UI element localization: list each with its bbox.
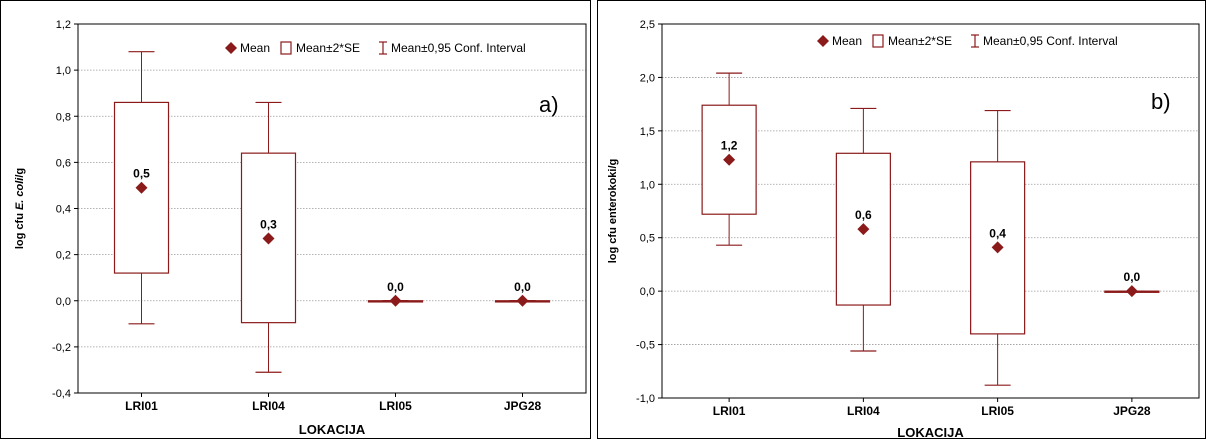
legend-box-label: Mean±2*SE [888,34,952,48]
y-axis-label: log cfu E. coli/g [14,168,26,249]
legend-mean-label: Mean [832,34,862,48]
x-tick-label: LRI04 [847,404,880,418]
y-tick-label: 2,5 [640,19,655,31]
x-tick-label: LRI01 [125,399,158,413]
chart-panel-b: -1,0 -0,5 0,0 0,5 1,0 1,5 2,0 2,5 log cfu entero… [597,0,1206,440]
x-axis-label: LOKACIJA [299,422,366,437]
panel-separator [592,0,596,439]
y-tick-label: -0,4 [52,388,71,400]
x-tick-label: JPG28 [504,399,542,413]
y-tick-label: -1,0 [636,393,655,405]
x-tick-label: LRI01 [713,404,746,418]
mean-marker [1125,285,1138,298]
mean-marker [857,223,870,236]
chart-b-svg: -1,0 -0,5 0,0 0,5 1,0 1,5 2,0 2,5 log cfu entero… [607,19,1200,440]
x-tick-label: LRI05 [379,399,412,413]
y-tick-label: 0,2 [56,250,71,262]
y-tick-label: 1,0 [640,179,655,191]
mean-marker [389,294,402,307]
y-tick-label: 1,2 [56,19,71,31]
mean-marker [516,294,529,307]
y-axis-label: log cfu enterokoki/g [607,159,619,264]
x-tick-label: LRI04 [252,399,285,413]
y-tick-label: -0,2 [52,342,71,354]
y-tick-label: 0,8 [56,111,71,123]
mean-value-label: 1,2 [721,139,738,153]
legend-mean-label: Mean [240,41,270,55]
panel-label: a) [539,92,559,117]
x-tick-label: JPG28 [1113,404,1151,418]
mean-marker [723,153,736,166]
legend-mean-icon [817,35,829,47]
mean-value-label: 0,0 [514,280,531,294]
legend-box-icon [280,41,292,55]
y-tick-label: 1,0 [56,65,71,77]
y-tick-label: 2,0 [640,72,655,84]
legend-whisker-label: Mean±0,95 Conf. Interval [391,41,526,55]
y-tick-label: 0,4 [56,204,71,216]
legend-whisker-label: Mean±0,95 Conf. Interval [983,34,1118,48]
y-tick-label: 0,5 [640,233,655,245]
y-tick-label: 1,5 [640,126,655,138]
y-tick-label: 0,0 [640,286,655,298]
y-tick-label: 0,0 [56,296,71,308]
panel-label: b) [1151,89,1171,114]
chart-a-svg: -0,4 -0,2 0,0 0,2 0,4 0,6 0,8 1,0 1,2 log cfu E. … [14,19,587,437]
mean-value-label: 0,3 [260,217,277,231]
mean-value-label: 0,4 [989,226,1006,240]
mean-value-label: 0,0 [387,280,404,294]
mean-marker [262,232,275,245]
mean-marker [991,241,1004,254]
y-tick-label: -0,5 [636,340,655,352]
chart-panel-a: -0,4 -0,2 0,0 0,2 0,4 0,6 0,8 1,0 1,2 log cfu E. … [0,0,591,439]
mean-value-label: 0,5 [133,167,150,181]
plot-frame [661,23,1200,399]
x-axis-label: LOKACIJA [897,425,964,440]
legend-box-icon [872,34,884,48]
mean-value-label: 0,0 [1124,270,1141,284]
legend-mean-icon [225,42,237,54]
mean-value-label: 0,6 [855,208,872,222]
x-tick-label: LRI05 [981,404,1014,418]
y-tick-label: 0,6 [56,157,71,169]
mean-marker [135,181,148,194]
legend-box-label: Mean±2*SE [296,41,360,55]
